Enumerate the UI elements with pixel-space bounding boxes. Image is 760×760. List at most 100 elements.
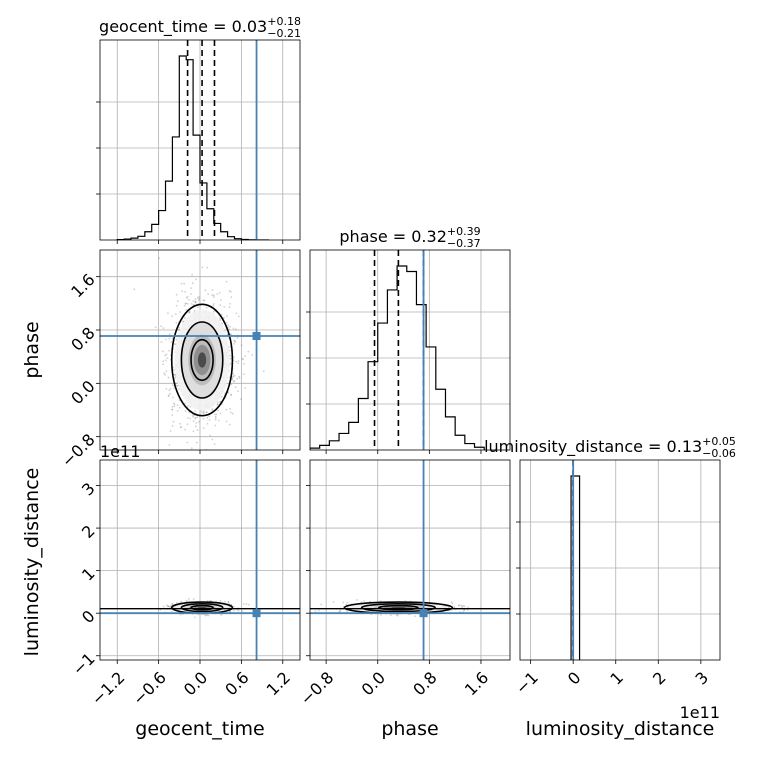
scatter-point [158,257,161,260]
scatter-point [201,411,204,414]
scatter-point [183,304,186,307]
scatter-point [180,426,183,428]
scatter-point [225,280,228,283]
x-tick-label: −1 [512,668,542,698]
scatter-point [345,603,348,606]
scatter-point [181,320,184,323]
scatter-point [154,326,157,329]
scatter-point [237,360,240,362]
scatter-point [194,417,197,420]
scatter-point [170,610,173,613]
scatter-point [205,411,208,413]
scatter-point [184,402,186,405]
scatter-point [185,296,188,299]
scatter-point [229,411,232,414]
y-tick-label: 1.6 [67,270,98,301]
scatter-point [218,292,221,294]
scatter-point [165,388,168,390]
scatter-point [198,297,201,300]
scatter-point [233,374,236,377]
scatter-point [180,600,183,603]
scatter-point [228,610,231,613]
scatter-point [232,356,235,358]
panel-title-minus: −0.21 [267,27,301,40]
scatter-point [229,325,232,328]
scatter-point [232,327,235,330]
scatter-point [233,343,235,345]
scatter-point [172,402,175,405]
panel-frame [519,459,721,661]
x-offset-text: 1e11 [680,703,720,722]
scatter-point [389,614,392,617]
scatter-point [175,321,178,324]
scatter-point [206,266,209,269]
scatter-point [196,296,199,299]
scatter-point [231,412,234,415]
scatter-point [202,410,205,413]
scatter-point [165,359,167,362]
scatter-point [167,605,170,607]
y-tick-label: 0.0 [67,377,98,408]
scatter-point [180,282,183,285]
scatter-point [203,411,205,414]
scatter-point [162,327,165,330]
scatter-point [189,417,192,420]
scatter-point [228,306,231,308]
scatter-point [207,293,210,295]
scatter-point [196,429,199,431]
scatter-point [232,605,235,608]
scatter-point [346,606,349,609]
scatter-point [202,299,205,302]
scatter-point [221,322,223,325]
scatter-point [360,601,363,603]
scatter-point [228,328,231,331]
scatter-point [214,415,217,418]
scatter-point [215,413,218,416]
x-tick-label: 0.0 [180,668,211,699]
scatter-point [169,392,172,395]
scatter-point [211,408,214,410]
density-level [197,352,207,368]
scatter-point [213,443,216,445]
scatter-point [171,603,174,605]
scatter-point [165,338,167,341]
scatter-point [211,289,214,291]
truth-marker [252,609,261,618]
scatter-point [162,605,165,608]
scatter-point [175,384,178,387]
scatter-point [169,333,171,336]
scatter-point [164,373,167,376]
scatter-point [237,609,240,612]
scatter-point [166,357,169,359]
scatter-point [225,408,228,411]
scatter-point [172,396,174,399]
scatter-point [218,419,220,422]
scatter-point [168,389,171,392]
scatter-point [186,404,189,407]
scatter-point [171,337,174,340]
scatter-point [206,416,209,419]
scatter-point [172,369,175,372]
x-axis-label: luminosity_distance [526,718,715,740]
x-tick-label: −1.2 [88,668,129,709]
scatter-point [229,290,232,293]
scatter-point [192,420,195,422]
panel-title: luminosity_distance = 0.13+0.05 [484,435,736,457]
contour-line [170,303,234,417]
scatter-point [236,377,239,380]
scatter-point [197,306,199,309]
scatter-point [171,603,174,606]
scatter-point [190,303,193,305]
scatter-point [230,394,232,396]
scatter-point [247,603,250,606]
scatter-point [173,405,176,408]
scatter-point [205,614,208,616]
scatter-point [179,613,182,616]
scatter-point [176,300,179,303]
y-axis-label: luminosity_distance [21,468,43,657]
scatter-point [226,333,229,336]
scatter-point [191,282,194,285]
scatter-point [228,290,231,292]
scatter-point [211,438,214,441]
scatter-point [193,414,196,417]
